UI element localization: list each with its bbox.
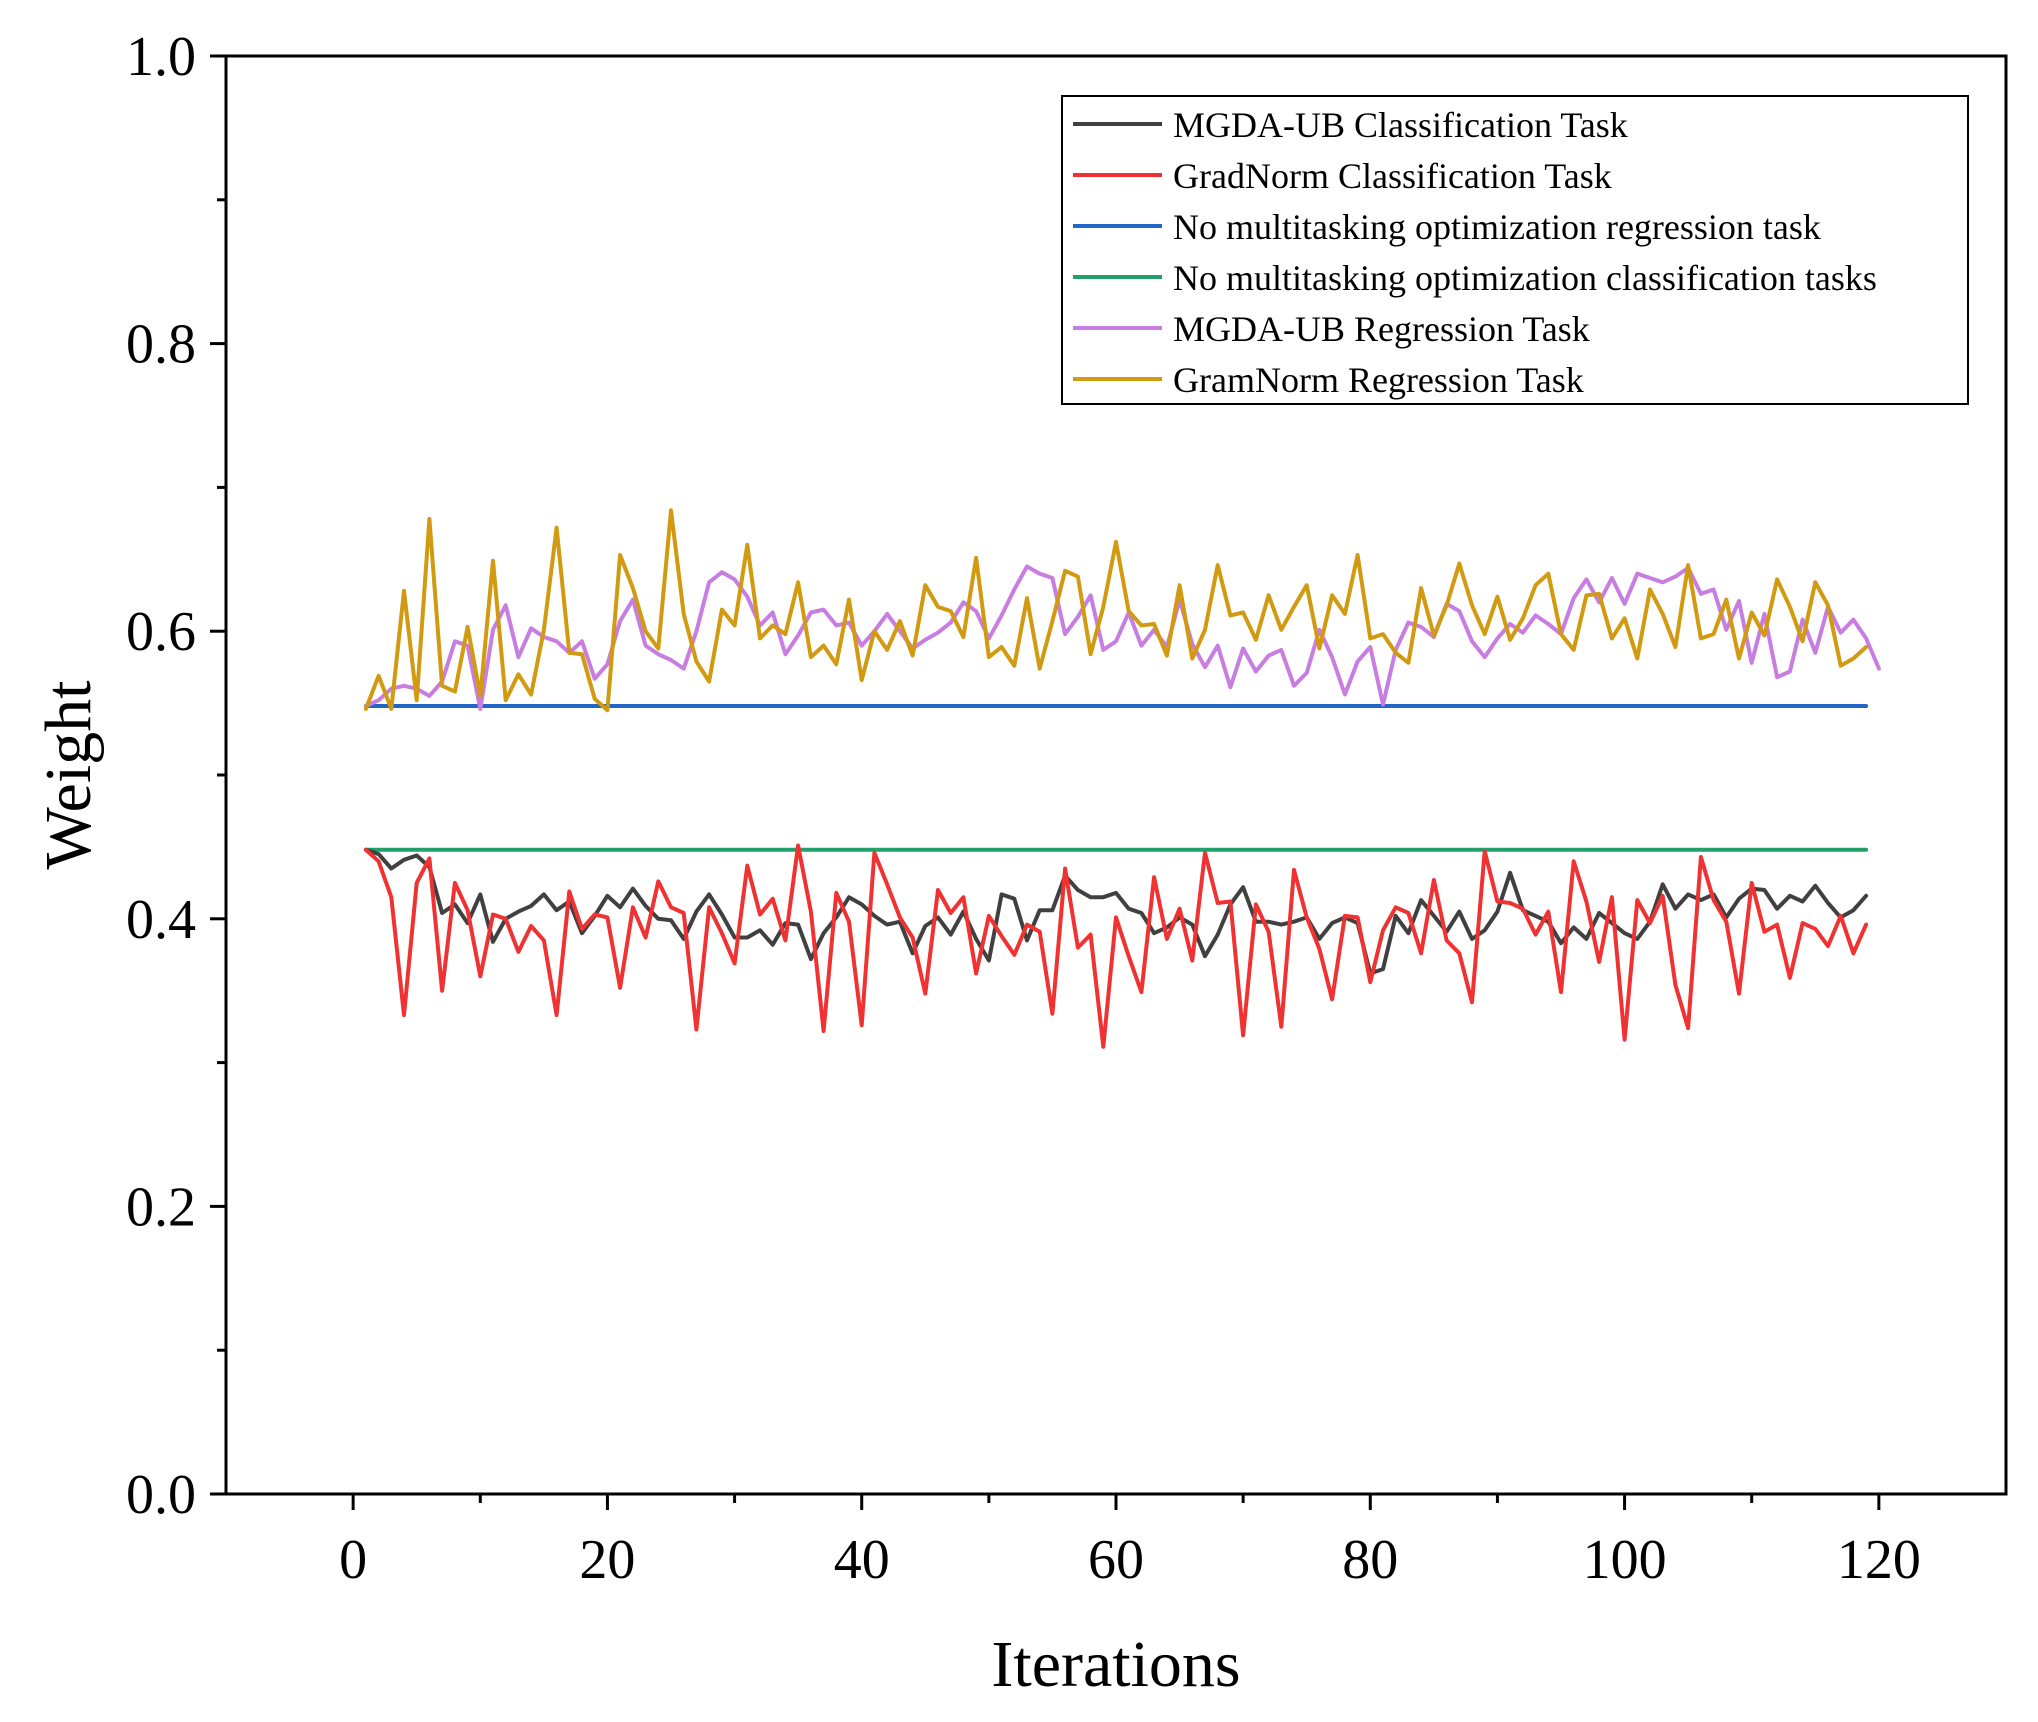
legend-box <box>1061 95 1969 405</box>
x-tick-label: 40 <box>834 1529 890 1591</box>
y-tick-label: 0.4 <box>126 889 196 951</box>
series-line-1 <box>363 843 1869 1049</box>
y-axis-title: Weight <box>32 681 105 870</box>
legend-label: MGDA-UB Regression Task <box>1173 309 1590 349</box>
x-tick-label: 60 <box>1088 1529 1144 1591</box>
axis-layer: 0 20 40 60 80 100 120 0.0 0.2 0.4 0.6 0.8 1.0 <box>126 26 1921 1591</box>
legend-label: GradNorm Classification Task <box>1173 156 1612 196</box>
series-line-5 <box>363 508 1869 713</box>
x-tick-label: 0 <box>339 1529 367 1591</box>
y-tick-label: 0.2 <box>126 1176 196 1238</box>
x-axis-title: Iterations <box>991 1628 1240 1701</box>
x-tick-label: 80 <box>1342 1529 1398 1591</box>
x-tick-label: 100 <box>1583 1529 1667 1591</box>
legend: MGDA-UB Classification Task GradNorm Clas… <box>1061 95 1969 405</box>
x-tick-label: 20 <box>579 1529 635 1591</box>
y-tick-label: 0.8 <box>126 314 196 376</box>
legend-label: GramNorm Regression Task <box>1173 360 1584 400</box>
legend-label: MGDA-UB Classification Task <box>1173 105 1628 145</box>
legend-label: No multitasking optimization regression … <box>1173 207 1821 247</box>
legend-label: No multitasking optimization classificat… <box>1173 258 1877 298</box>
series-line-4 <box>363 564 1881 711</box>
y-tick-label: 0.0 <box>126 1464 196 1526</box>
y-tick-label: 0.6 <box>126 601 196 663</box>
series-layer <box>363 508 1881 1049</box>
y-tick-label: 1.0 <box>126 26 196 88</box>
x-tick-label: 120 <box>1837 1529 1921 1591</box>
